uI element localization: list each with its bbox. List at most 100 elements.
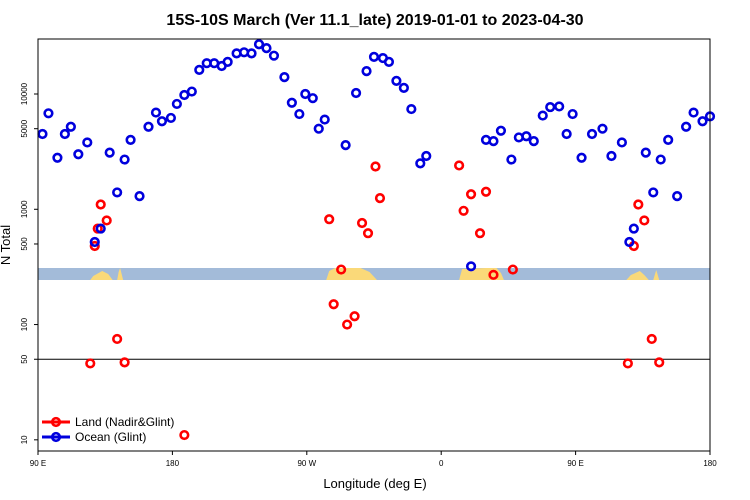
land-point bbox=[336, 264, 347, 275]
ocean-point bbox=[37, 128, 48, 140]
land-point bbox=[349, 311, 360, 322]
ocean-point bbox=[165, 112, 177, 124]
ocean-point bbox=[415, 158, 426, 169]
ocean-point bbox=[150, 107, 162, 118]
chart-title: 15S-10S March (Ver 11.1_late) 2019-01-01… bbox=[166, 12, 583, 29]
legend-land-label: Land (Nadir&Glint) bbox=[75, 415, 174, 429]
ocean-point bbox=[537, 110, 548, 121]
ocean-point bbox=[655, 154, 666, 165]
ocean-point bbox=[640, 147, 651, 158]
ocean-point bbox=[528, 136, 539, 147]
ocean-point bbox=[398, 82, 409, 93]
land-point bbox=[454, 160, 465, 171]
x-tick-label: 90 E bbox=[30, 459, 46, 468]
ocean-point bbox=[286, 97, 297, 108]
y-axis: 10 50 100 500 1000 5000 10000 bbox=[20, 82, 38, 444]
ocean-point bbox=[89, 236, 100, 248]
ocean-point bbox=[506, 154, 517, 165]
ocean-point bbox=[104, 147, 115, 158]
ocean-point bbox=[125, 134, 136, 145]
land-point bbox=[480, 186, 492, 197]
land-point bbox=[465, 189, 477, 200]
ocean-point bbox=[681, 121, 692, 132]
legend: Land (Nadir&Glint) Ocean (Glint) bbox=[42, 415, 174, 444]
ocean-point bbox=[52, 152, 63, 163]
land-point bbox=[85, 358, 96, 369]
land-point bbox=[179, 429, 190, 441]
ocean-point bbox=[488, 136, 499, 147]
ocean-point bbox=[222, 56, 233, 67]
ocean-point bbox=[421, 150, 432, 162]
map-land-6 bbox=[653, 270, 660, 280]
ocean-point bbox=[697, 116, 708, 127]
ocean-point bbox=[391, 75, 402, 86]
x-tick-label: 90 W bbox=[297, 459, 316, 468]
x-tick-label: 180 bbox=[166, 459, 180, 468]
ocean-point bbox=[586, 128, 598, 140]
ocean-point bbox=[279, 72, 290, 83]
ocean-point bbox=[313, 123, 324, 134]
ocean-point bbox=[95, 223, 106, 234]
ocean-point bbox=[495, 125, 507, 136]
ocean-point bbox=[294, 108, 305, 120]
x-tick-label: 180 bbox=[703, 459, 717, 468]
y-tick-label: 10 bbox=[20, 435, 29, 444]
ocean-point bbox=[521, 131, 532, 142]
ocean-point bbox=[340, 140, 351, 151]
ocean-point bbox=[119, 154, 130, 165]
ocean-point bbox=[567, 108, 578, 120]
land-point bbox=[370, 161, 381, 172]
ocean-point bbox=[663, 134, 674, 145]
ocean-point bbox=[597, 123, 608, 134]
ocean-point bbox=[648, 187, 659, 198]
map-strip bbox=[38, 268, 710, 280]
ocean-point bbox=[307, 93, 318, 104]
land-point bbox=[119, 357, 130, 368]
ocean-point bbox=[465, 261, 477, 272]
land-point bbox=[324, 214, 335, 225]
ocean-point bbox=[112, 187, 123, 198]
land-point bbox=[342, 319, 353, 330]
land-point bbox=[639, 215, 650, 226]
land-point bbox=[374, 193, 386, 204]
plot-frame bbox=[37, 38, 711, 452]
ocean-point bbox=[350, 87, 362, 99]
ocean-point bbox=[261, 43, 272, 54]
y-tick-label: 50 bbox=[20, 354, 29, 363]
land-point bbox=[633, 199, 644, 210]
ocean-point bbox=[383, 56, 395, 67]
map-ocean-band bbox=[38, 268, 710, 280]
ocean-series bbox=[37, 39, 716, 272]
ocean-point bbox=[134, 191, 145, 202]
land-point bbox=[488, 269, 499, 280]
ocean-point bbox=[268, 50, 280, 61]
land-point bbox=[328, 299, 339, 310]
ocean-point bbox=[545, 101, 556, 113]
map-land-5 bbox=[626, 271, 649, 280]
ocean-point bbox=[616, 137, 627, 148]
y-tick-label: 10000 bbox=[20, 82, 29, 105]
x-tick-label: 0 bbox=[439, 459, 444, 468]
land-point bbox=[89, 240, 100, 252]
ocean-point bbox=[406, 103, 417, 115]
land-point bbox=[458, 205, 469, 216]
y-axis-label: N Total bbox=[0, 225, 13, 265]
x-axis: 90 E 180 90 W 0 90 E 180 bbox=[30, 451, 717, 468]
map-land-1 bbox=[90, 271, 113, 280]
ocean-point bbox=[672, 191, 683, 202]
land-point bbox=[362, 228, 374, 239]
land-point bbox=[356, 217, 368, 229]
y-tick-label: 100 bbox=[20, 317, 29, 331]
ocean-point bbox=[606, 150, 617, 162]
x-tick-label: 90 E bbox=[567, 459, 583, 468]
ocean-point bbox=[628, 223, 639, 234]
land-point bbox=[507, 264, 518, 275]
ocean-point bbox=[73, 149, 84, 160]
legend-land-marker bbox=[50, 416, 62, 428]
ocean-point bbox=[143, 121, 154, 132]
ocean-point bbox=[319, 114, 330, 125]
ocean-point bbox=[171, 98, 182, 110]
ocean-point bbox=[624, 236, 635, 248]
ocean-point bbox=[82, 137, 93, 148]
ocean-point bbox=[368, 51, 380, 62]
